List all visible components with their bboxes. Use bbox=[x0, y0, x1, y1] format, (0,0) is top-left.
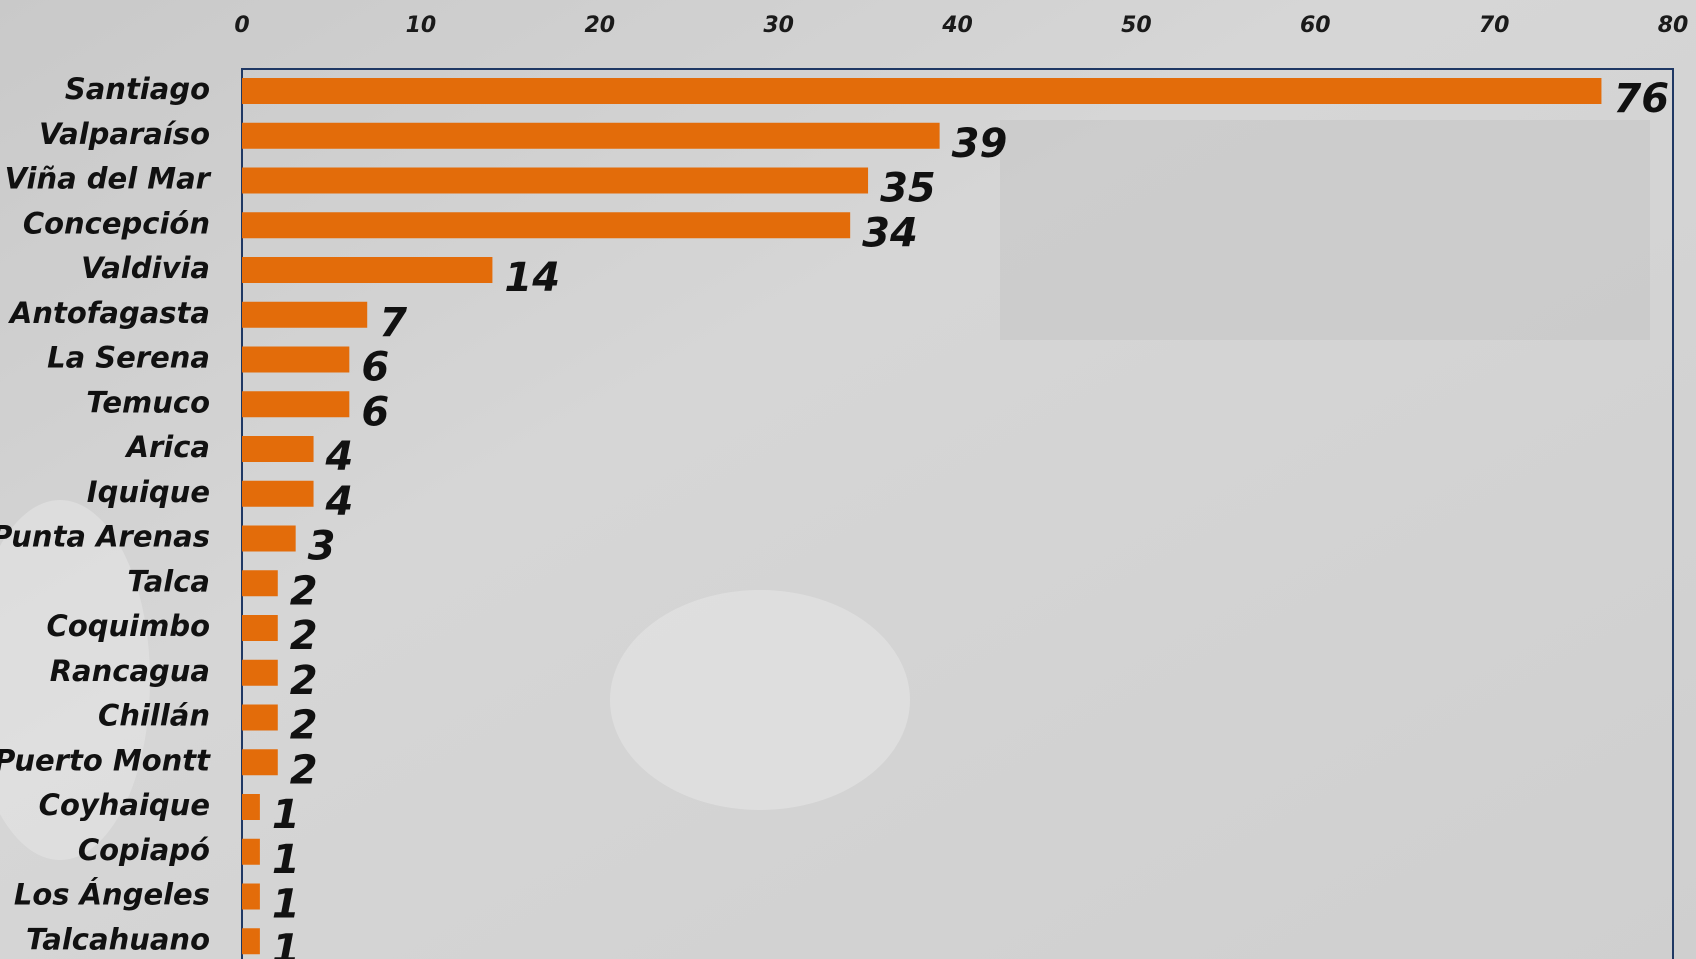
y-tick-label: Talcahuano bbox=[26, 922, 210, 956]
x-tick-label: 10 bbox=[406, 13, 437, 38]
bar bbox=[242, 257, 493, 283]
data-label: 3 bbox=[308, 524, 336, 570]
data-label: 2 bbox=[290, 568, 318, 614]
bar bbox=[242, 212, 851, 239]
data-label: 1 bbox=[272, 926, 300, 959]
x-tick-label: 30 bbox=[763, 13, 794, 38]
bar bbox=[242, 838, 260, 865]
y-tick-label: Valparaíso bbox=[39, 117, 210, 151]
y-tick-label: La Serena bbox=[47, 341, 210, 375]
y-tick-label: Arica bbox=[125, 430, 210, 464]
x-tick-label: 50 bbox=[1121, 13, 1152, 38]
data-label: 34 bbox=[862, 210, 918, 256]
background-shape bbox=[610, 590, 910, 810]
y-tick-label: Copiapó bbox=[78, 833, 210, 867]
bar bbox=[242, 615, 278, 641]
bar bbox=[242, 78, 1602, 104]
y-tick-label: Puerto Montt bbox=[0, 743, 211, 777]
x-tick-label: 60 bbox=[1300, 13, 1331, 38]
background-shape bbox=[0, 500, 150, 860]
y-tick-label: Viña del Mar bbox=[5, 162, 212, 196]
bar bbox=[242, 391, 350, 418]
y-tick-label: Coquimbo bbox=[47, 609, 210, 643]
data-label: 14 bbox=[504, 255, 560, 301]
data-label: 39 bbox=[952, 121, 1008, 167]
bar bbox=[242, 659, 278, 686]
y-tick-label: Antofagasta bbox=[8, 296, 210, 330]
y-tick-label: Santiago bbox=[65, 72, 210, 106]
y-tick-label: Punta Arenas bbox=[0, 520, 210, 554]
bar bbox=[242, 883, 260, 910]
bar bbox=[242, 570, 278, 597]
data-label: 76 bbox=[1613, 76, 1669, 122]
bar bbox=[242, 122, 940, 149]
plot-frame bbox=[241, 68, 1674, 959]
bar bbox=[242, 525, 296, 552]
data-label: 2 bbox=[290, 613, 318, 659]
data-label: 2 bbox=[290, 747, 318, 793]
y-tick-label: Talca bbox=[127, 564, 210, 598]
data-label: 1 bbox=[272, 882, 300, 928]
data-label: 7 bbox=[379, 300, 407, 346]
data-label: 4 bbox=[325, 479, 354, 525]
y-tick-label: Valdivia bbox=[81, 251, 210, 285]
x-tick-label: 70 bbox=[1479, 13, 1510, 38]
data-label: 6 bbox=[361, 389, 389, 435]
y-tick-label: Coyhaique bbox=[39, 788, 210, 822]
data-label: 35 bbox=[880, 166, 936, 212]
bar bbox=[242, 928, 260, 955]
data-label: 1 bbox=[272, 837, 300, 883]
data-label: 2 bbox=[290, 703, 318, 749]
bar bbox=[242, 704, 278, 731]
data-label: 4 bbox=[325, 434, 354, 480]
bar bbox=[242, 436, 314, 462]
y-tick-label: Iquique bbox=[87, 475, 210, 509]
bar bbox=[242, 794, 260, 820]
x-tick-label: 0 bbox=[234, 13, 249, 38]
data-label: 6 bbox=[361, 345, 389, 391]
y-tick-label: Rancagua bbox=[50, 654, 210, 688]
bar bbox=[242, 346, 350, 373]
data-label: 1 bbox=[272, 792, 300, 838]
data-label: 2 bbox=[290, 658, 318, 704]
y-tick-label: Chillán bbox=[98, 699, 210, 733]
y-tick-label: Concepción bbox=[23, 206, 210, 240]
bar bbox=[242, 480, 314, 507]
y-tick-label: Los Ángeles bbox=[14, 878, 210, 912]
bar bbox=[242, 167, 869, 194]
x-tick-label: 20 bbox=[584, 13, 615, 38]
bar bbox=[242, 301, 368, 328]
y-tick-label: Temuco bbox=[86, 385, 210, 419]
background-shape bbox=[1000, 120, 1650, 340]
x-tick-label: 40 bbox=[941, 13, 973, 38]
bar bbox=[242, 749, 278, 776]
x-tick-label: 80 bbox=[1658, 13, 1689, 38]
